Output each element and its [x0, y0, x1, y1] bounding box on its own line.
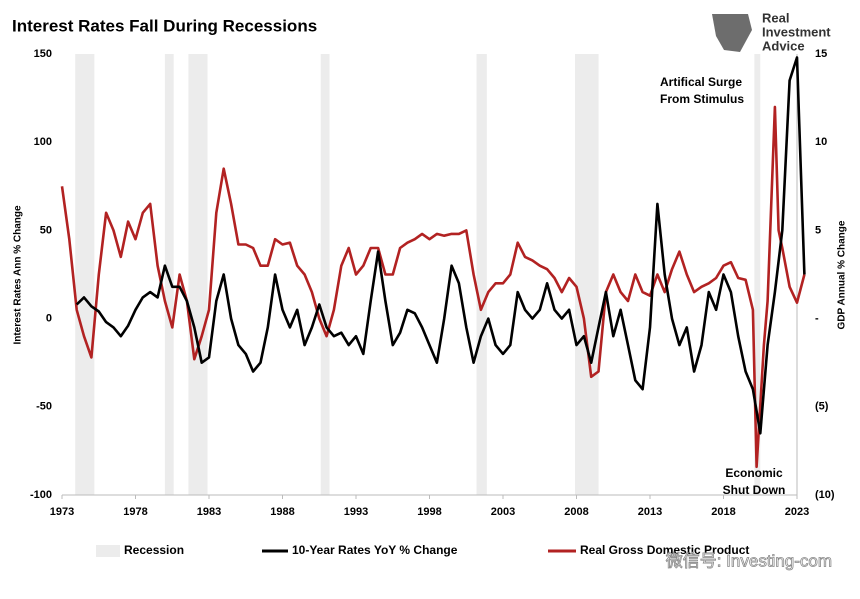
recession-band — [188, 54, 208, 495]
annotation: Shut Down — [723, 483, 786, 497]
x-tick-label: 1998 — [417, 506, 441, 518]
x-tick-label: 1983 — [197, 506, 221, 518]
annotation: From Stimulus — [660, 92, 744, 106]
brand-text: Real — [762, 10, 789, 25]
series-line — [75, 56, 806, 435]
annotation: Artifical Surge — [660, 75, 742, 89]
x-tick-label: 2018 — [711, 506, 735, 518]
x-tick-label: 1993 — [344, 506, 368, 518]
x-tick-label: 2023 — [785, 506, 809, 518]
y2-tick-label: 15 — [815, 48, 827, 60]
legend-label: Real Gross Domestic Product — [580, 543, 749, 557]
x-tick-label: 2008 — [564, 506, 588, 518]
x-tick-label: 2003 — [491, 506, 515, 518]
annotation: Economic — [725, 466, 783, 480]
y-tick-label: 100 — [34, 136, 52, 148]
brand-text: Investment — [762, 24, 831, 39]
y-axis-label: Interest Rates Ann % Change — [13, 205, 24, 345]
x-tick-label: 2013 — [638, 506, 662, 518]
legend-swatch — [96, 545, 120, 557]
y-tick-label: 150 — [34, 48, 52, 60]
y-tick-label: -100 — [30, 489, 52, 501]
recession-band — [320, 54, 330, 495]
recession-band — [754, 54, 761, 495]
chart-title: Interest Rates Fall During Recessions — [12, 16, 317, 35]
y-tick-label: 50 — [40, 224, 52, 236]
recession-band — [75, 54, 95, 495]
y-tick-label: -50 — [36, 401, 52, 413]
brand-text: Advice — [762, 38, 805, 53]
recession-band — [476, 54, 487, 495]
y2-tick-label: (5) — [815, 401, 829, 413]
y2-tick-label: - — [815, 313, 819, 325]
y2-axis-label: GDP Annual % Change — [837, 220, 848, 329]
y2-tick-label: 10 — [815, 136, 827, 148]
y-tick-label: 0 — [46, 313, 52, 325]
logo-icon — [712, 14, 752, 52]
brand-logo: Real Investment Advice — [712, 10, 831, 53]
recession-band — [575, 54, 599, 495]
x-tick-label: 1973 — [50, 506, 74, 518]
watermark: 微信号: Investing-com — [666, 551, 832, 570]
legend-label: Recession — [124, 543, 184, 557]
x-tick-label: 1988 — [270, 506, 294, 518]
x-tick-label: 1978 — [123, 506, 147, 518]
y2-tick-label: 5 — [815, 224, 821, 236]
legend-label: 10-Year Rates YoY % Change — [292, 543, 458, 557]
series-line — [60, 105, 806, 469]
y2-tick-label: (10) — [815, 489, 835, 501]
